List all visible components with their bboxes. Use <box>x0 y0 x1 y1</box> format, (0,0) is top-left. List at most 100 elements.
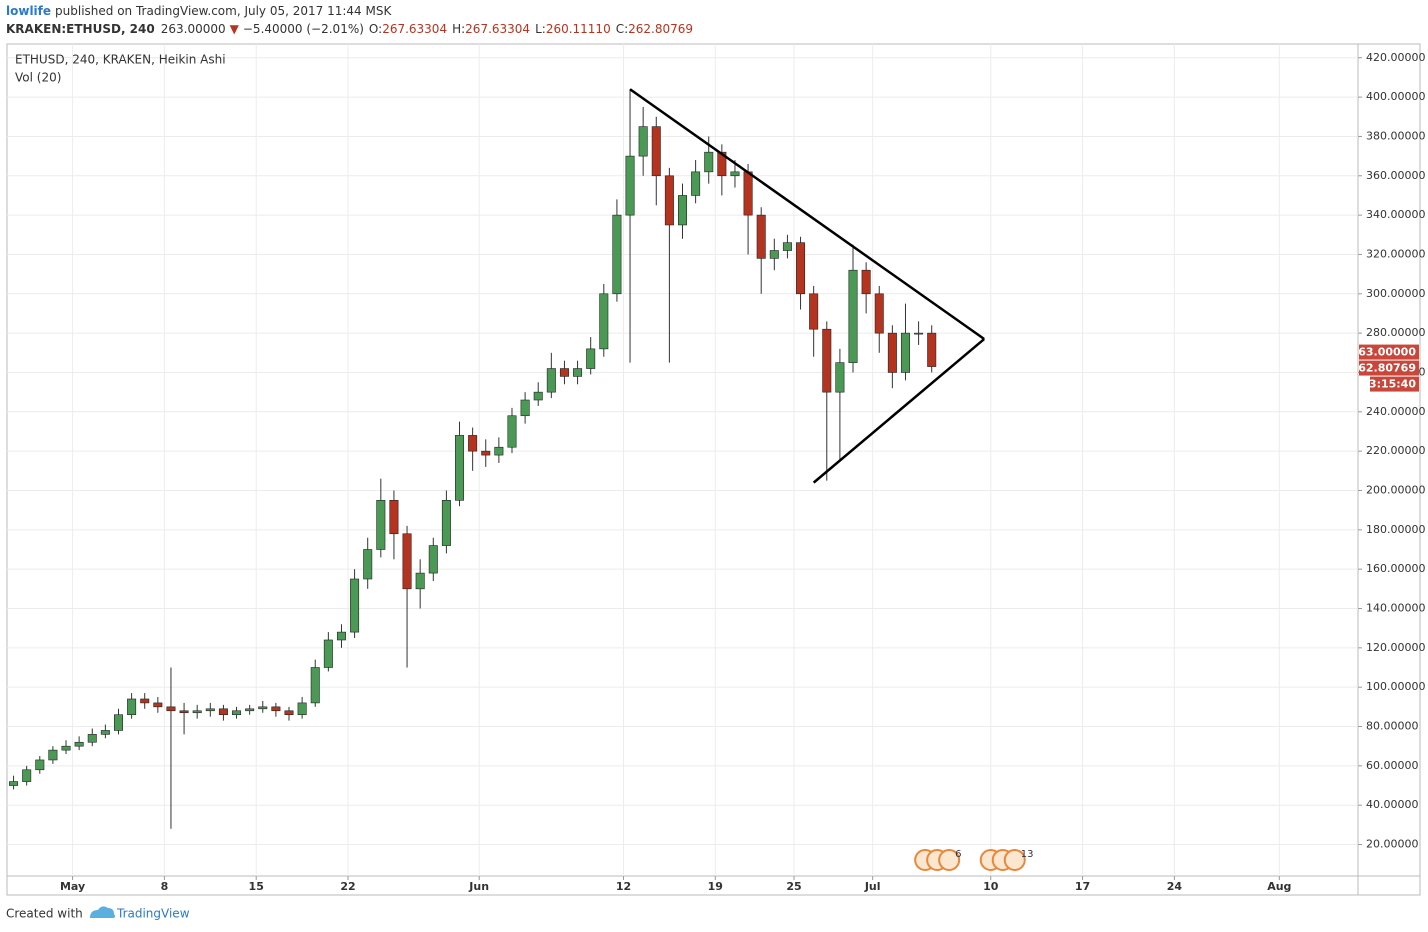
candle-body <box>704 151 714 173</box>
x-tick-label: 17 <box>1075 880 1090 893</box>
y-tick-label: 60.00000 <box>1366 759 1419 772</box>
y-tick-label: 400.00000 <box>1366 90 1426 103</box>
candle-body <box>835 362 845 393</box>
change: −5.40000 (−2.01%) <box>243 22 364 36</box>
candle-body <box>140 698 150 704</box>
candle-body <box>415 572 425 590</box>
candle-body <box>441 500 451 546</box>
candle-body <box>914 332 924 335</box>
candle-body <box>100 730 110 735</box>
quote: KRAKEN:ETHUSD, 240 263.00000 ▼ −5.40000 (−2… <box>6 22 693 36</box>
candle-body <box>546 368 556 393</box>
candle-body <box>927 332 937 367</box>
y-tick-label: 320.00000 <box>1366 247 1426 260</box>
author[interactable]: lowlife <box>6 4 51 18</box>
candle-body <box>35 759 45 771</box>
symbol: KRAKEN:ETHUSD, 240 <box>6 22 155 36</box>
candle-body <box>796 242 806 295</box>
candle-body <box>848 269 858 363</box>
y-tick-label: 340.00000 <box>1366 208 1426 221</box>
x-tick-label: Jun <box>468 880 489 893</box>
x-tick-label: 15 <box>249 880 264 893</box>
candle-body <box>271 706 281 712</box>
candle-body <box>494 446 504 456</box>
candle-body <box>861 269 871 295</box>
x-tick-label: 12 <box>616 880 631 893</box>
event-icon <box>938 849 961 871</box>
candle-body <box>730 171 740 177</box>
arrow: ▼ <box>230 22 240 36</box>
close-label: C: <box>616 22 628 36</box>
y-tick-label: 120.00000 <box>1366 641 1426 654</box>
candle-body <box>376 500 386 550</box>
candle-body <box>559 368 569 377</box>
countdown: 03:15:40 <box>1361 378 1416 391</box>
legend-series: ETHUSD, 240, KRAKEN, Heikin Ashi <box>15 53 226 67</box>
event-count: 6 <box>955 849 961 860</box>
y-tick-label: 160.00000 <box>1366 562 1426 575</box>
candle-body <box>323 639 333 668</box>
footer-created: Created with <box>6 907 83 921</box>
candle-body <box>664 175 674 226</box>
last: 263.00000 <box>161 22 226 36</box>
candle-body <box>232 710 242 716</box>
candle-body <box>651 126 661 177</box>
y-tick-label: 140.00000 <box>1366 602 1426 615</box>
candle-body <box>205 708 215 712</box>
candle-body <box>809 293 819 330</box>
logo <box>90 906 116 918</box>
candle-body <box>612 214 622 295</box>
candle-body <box>691 171 701 196</box>
candle-body <box>402 533 412 590</box>
x-tick-label: Jul <box>864 880 881 893</box>
x-tick-label: 8 <box>161 880 169 893</box>
event-count: 13 <box>1021 849 1034 860</box>
candle-body <box>874 293 884 334</box>
footer-brand[interactable]: TradingView <box>116 907 190 921</box>
y-tick-label: 240.00000 <box>1366 405 1426 418</box>
candle-body <box>468 435 478 452</box>
candle-body <box>363 549 373 580</box>
event-icon <box>1003 849 1026 871</box>
y-tick-label: 380.00000 <box>1366 129 1426 142</box>
low-label: L: <box>535 22 546 36</box>
candle-body <box>717 151 727 177</box>
y-tick-label: 220.00000 <box>1366 444 1426 457</box>
candle-body <box>179 710 189 714</box>
y-tick-label: 100.00000 <box>1366 680 1426 693</box>
candle-body <box>769 250 779 259</box>
open: 267.63304 <box>382 22 447 36</box>
candle-body <box>822 328 832 393</box>
candle-body <box>48 749 58 761</box>
candle-body <box>756 214 766 259</box>
candle-body <box>74 741 84 747</box>
y-tick-label: 280.00000 <box>1366 326 1426 339</box>
candle-body <box>782 242 792 251</box>
candle-body <box>481 450 491 456</box>
candle-body <box>625 155 635 216</box>
candle-body <box>336 631 346 641</box>
grid: 20.00000 40.00000 60.00000 80.00000 100.0000… <box>7 44 1426 893</box>
countdown-box <box>1370 376 1419 392</box>
header: lowlife published on TradingView.com, Jul… <box>6 4 392 18</box>
candle-body <box>284 710 294 716</box>
candle-body <box>87 734 97 743</box>
candle-body <box>389 500 399 535</box>
y-tick-label: 300.00000 <box>1366 287 1426 300</box>
candle-body <box>297 702 307 716</box>
y-tick-label: 200.00000 <box>1366 483 1426 496</box>
x-tick-label: 25 <box>786 880 801 893</box>
high-label: H: <box>452 22 465 36</box>
x-tick-label: 10 <box>983 880 999 893</box>
candle-body <box>113 714 123 731</box>
high: 267.63304 <box>465 22 530 36</box>
candle-body <box>9 781 19 786</box>
price-label-box <box>1359 344 1419 360</box>
x-tick-label: 22 <box>340 880 355 893</box>
legend-volume: Vol (20) <box>15 71 61 85</box>
trendline <box>812 338 985 484</box>
candle-body <box>573 368 583 377</box>
frame <box>6 43 1421 896</box>
